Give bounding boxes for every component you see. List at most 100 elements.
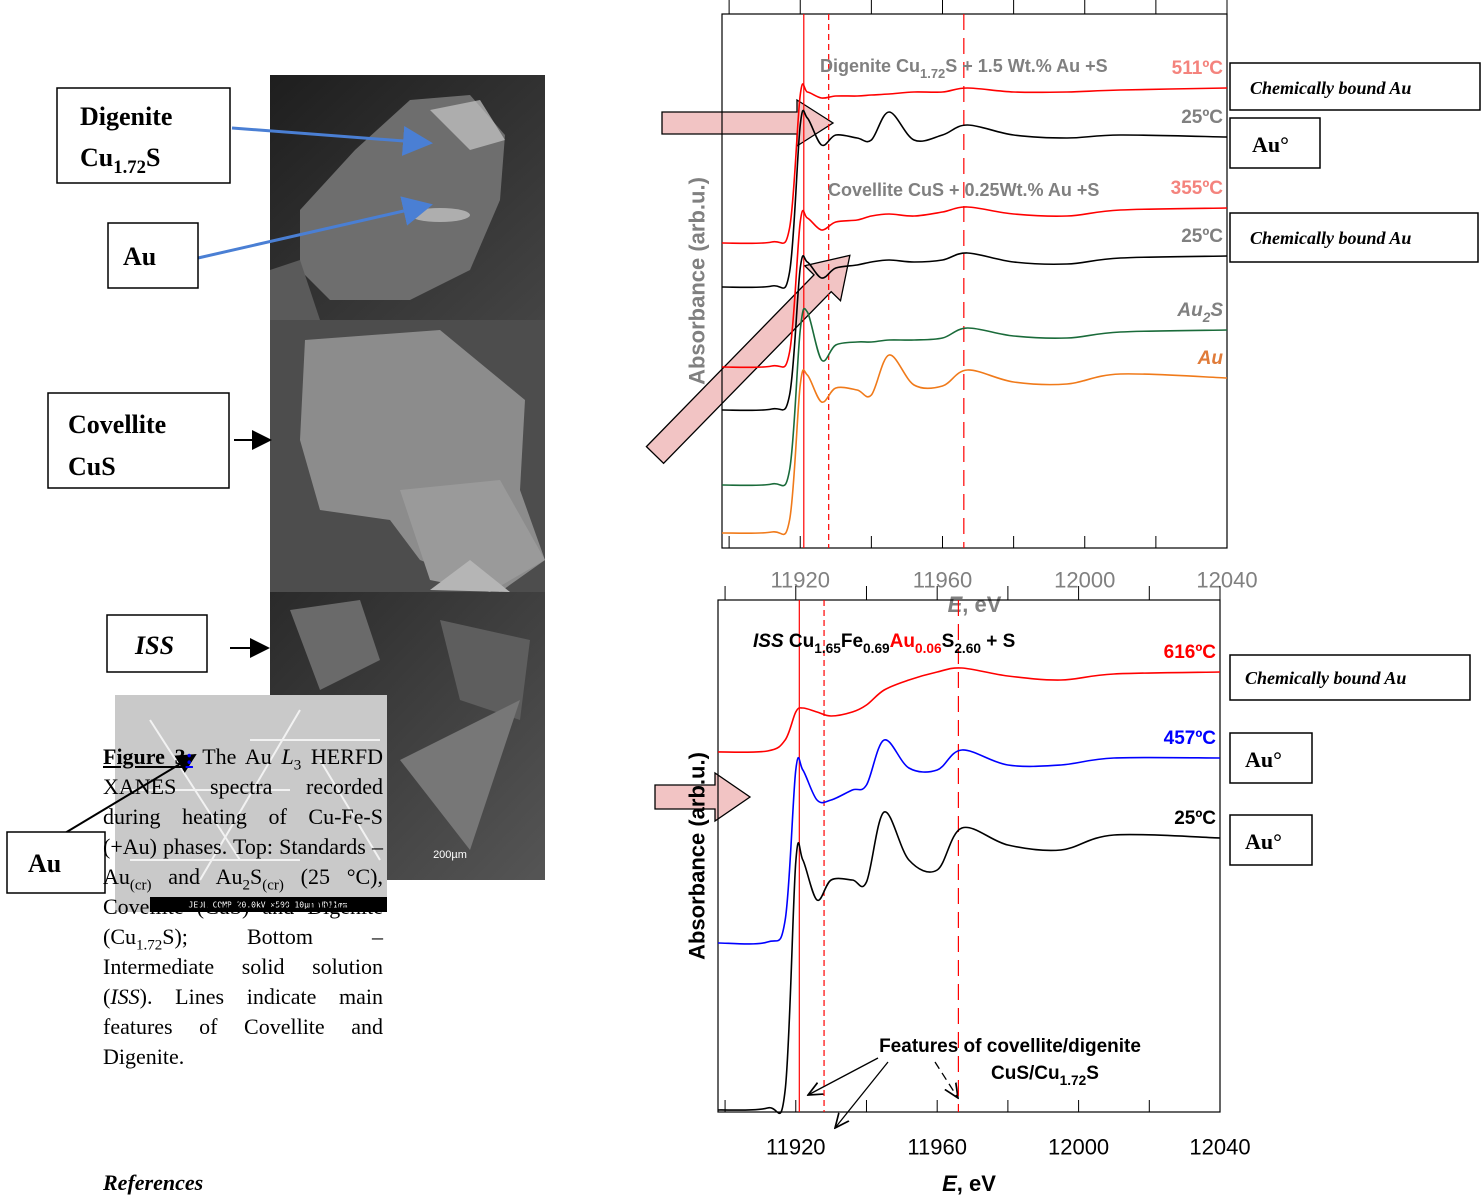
text-segment: 2.60 (954, 641, 981, 656)
plot-frame (717, 599, 1221, 1113)
spectrum (721, 109, 1228, 289)
text-segment: Chemically bound Au (1245, 668, 1406, 688)
series-label: 25ºC (1174, 808, 1216, 829)
text-segment: Au (890, 631, 915, 652)
plot-frame (721, 13, 1228, 549)
callout-text: Covellite (68, 410, 166, 439)
text-segment: 2 (1202, 310, 1211, 325)
spectrum (721, 354, 1228, 536)
x-tick-label: 11920 (770, 568, 830, 593)
text-segment: Fe (841, 631, 863, 652)
caption-segment: HERFD XANES spectra recorded during heat… (103, 744, 384, 889)
callout-text: Au° (1245, 747, 1282, 772)
text-segment: Chemically bound Au (1250, 228, 1411, 248)
caption-segment: : (185, 744, 193, 769)
callout-box (107, 222, 199, 289)
x-tick-label: 12040 (1189, 1135, 1250, 1160)
text-segment: Au° (1252, 132, 1289, 157)
text-segment: Covellite CuS + 0.25Wt.% Au +S (828, 180, 1099, 200)
text-segment: S (1210, 300, 1223, 321)
text-segment: , eV (962, 592, 1001, 617)
x-tick-label: 12040 (1196, 568, 1257, 593)
caption-segment: 3 (293, 757, 302, 774)
series-label: 25ºC (1181, 226, 1223, 247)
callout-text: Chemically bound Au (1250, 228, 1411, 248)
text-segment: Au (1197, 348, 1224, 369)
spectrum (721, 307, 1228, 487)
callout-box (1229, 117, 1321, 169)
series-label: 25ºC (1181, 107, 1223, 128)
text-segment: S + 1.5 Wt.% Au +S (945, 56, 1107, 76)
text-segment: Digenite (80, 102, 172, 131)
caption-segment: (cr) (129, 877, 152, 894)
annotation: Covellite CuS + 0.25Wt.% Au +S (828, 180, 1099, 200)
text-segment: Au° (1245, 829, 1282, 854)
callout-text: Au (123, 242, 156, 271)
text-segment: Au (123, 242, 156, 271)
text-segment: ISS (753, 631, 784, 652)
callout-box (1229, 814, 1313, 866)
x-tick-label: 12000 (1054, 568, 1115, 593)
caption: Figure 3: The Au L3 HERFD XANES spectra … (103, 742, 383, 1072)
series-label: Au2S (1176, 300, 1223, 326)
callout-box (47, 392, 230, 489)
text-segment: 1.72 (1060, 1073, 1087, 1088)
callout-box (6, 831, 106, 894)
caption-segment: (25 °C), Covellite (CuS) and Digenite (C… (103, 864, 383, 949)
spectrum (717, 739, 1221, 945)
callout-box (106, 614, 208, 673)
callout-text: Chemically bound Au (1250, 78, 1411, 98)
text-segment: E (948, 592, 964, 617)
text-segment: ISS (134, 631, 174, 660)
text-segment: + S (981, 631, 1015, 652)
caption-segment: L (281, 744, 294, 769)
text-segment: 1.72 (113, 157, 146, 178)
text-segment: 1.72 (920, 66, 945, 81)
x-tick-label: 11960 (913, 568, 973, 593)
callout-text: Au (28, 849, 61, 878)
caption-segment: 1.72 (136, 937, 163, 954)
spectrum (717, 811, 1221, 1115)
annotation: Digenite Cu1.72S + 1.5 Wt.% Au +S (820, 56, 1108, 81)
references-heading: References (103, 1170, 204, 1195)
annotation: ISS Cu1.65Fe0.69Au0.06S2.60 + S (753, 631, 1015, 657)
info-bar: JEOL COMP 20.0kV ×500 10µm WD11mm (189, 901, 348, 910)
callouts: Digenite Cu1.72S Au Covellite Cu S ISS Au Chemic… (6, 62, 1481, 894)
text-segment: 25ºC (1181, 107, 1223, 128)
text-segment: , eV (957, 1171, 996, 1196)
callout-box (1229, 62, 1481, 111)
callout-text: Au° (1252, 132, 1289, 157)
spectrum (721, 206, 1228, 369)
callout-text: Cu1.72S (80, 143, 160, 179)
text-segment: CuS/Cu (991, 1063, 1060, 1084)
callout-text: Chemically bound Au (1245, 668, 1406, 688)
caption-segment: ISS (110, 984, 140, 1009)
callout-box (1229, 212, 1479, 263)
text-segment: S (1086, 1063, 1099, 1084)
x-axis-label: E, eV (942, 1171, 996, 1196)
series-label: 511ºC (1172, 58, 1224, 79)
callout-text: Digenite (80, 102, 172, 131)
text-segment: E (942, 1171, 958, 1196)
text-segment: 457ºC (1164, 728, 1217, 749)
caption-segment: The Au (192, 744, 282, 769)
caption-segment: 2 (242, 877, 250, 894)
spectrum (721, 252, 1228, 412)
x-tick-label: 12000 (1048, 1135, 1109, 1160)
callout-box (1229, 732, 1313, 784)
series-label: 355ºC (1171, 178, 1224, 199)
text-segment: Au (1176, 300, 1203, 321)
scale-bar-label: 200µm (433, 849, 467, 861)
text-segment: Cu (784, 631, 815, 652)
text-segment: 511ºC (1172, 58, 1224, 79)
text-segment: Covellite (68, 410, 166, 439)
text-segment: 355ºC (1171, 178, 1224, 199)
text-segment: 616ºC (1164, 642, 1217, 663)
pointer-arrows (49, 126, 958, 1128)
text-segment: Chemically bound Au (1250, 78, 1411, 98)
annotation: CuS/Cu1.72S (991, 1063, 1099, 1089)
